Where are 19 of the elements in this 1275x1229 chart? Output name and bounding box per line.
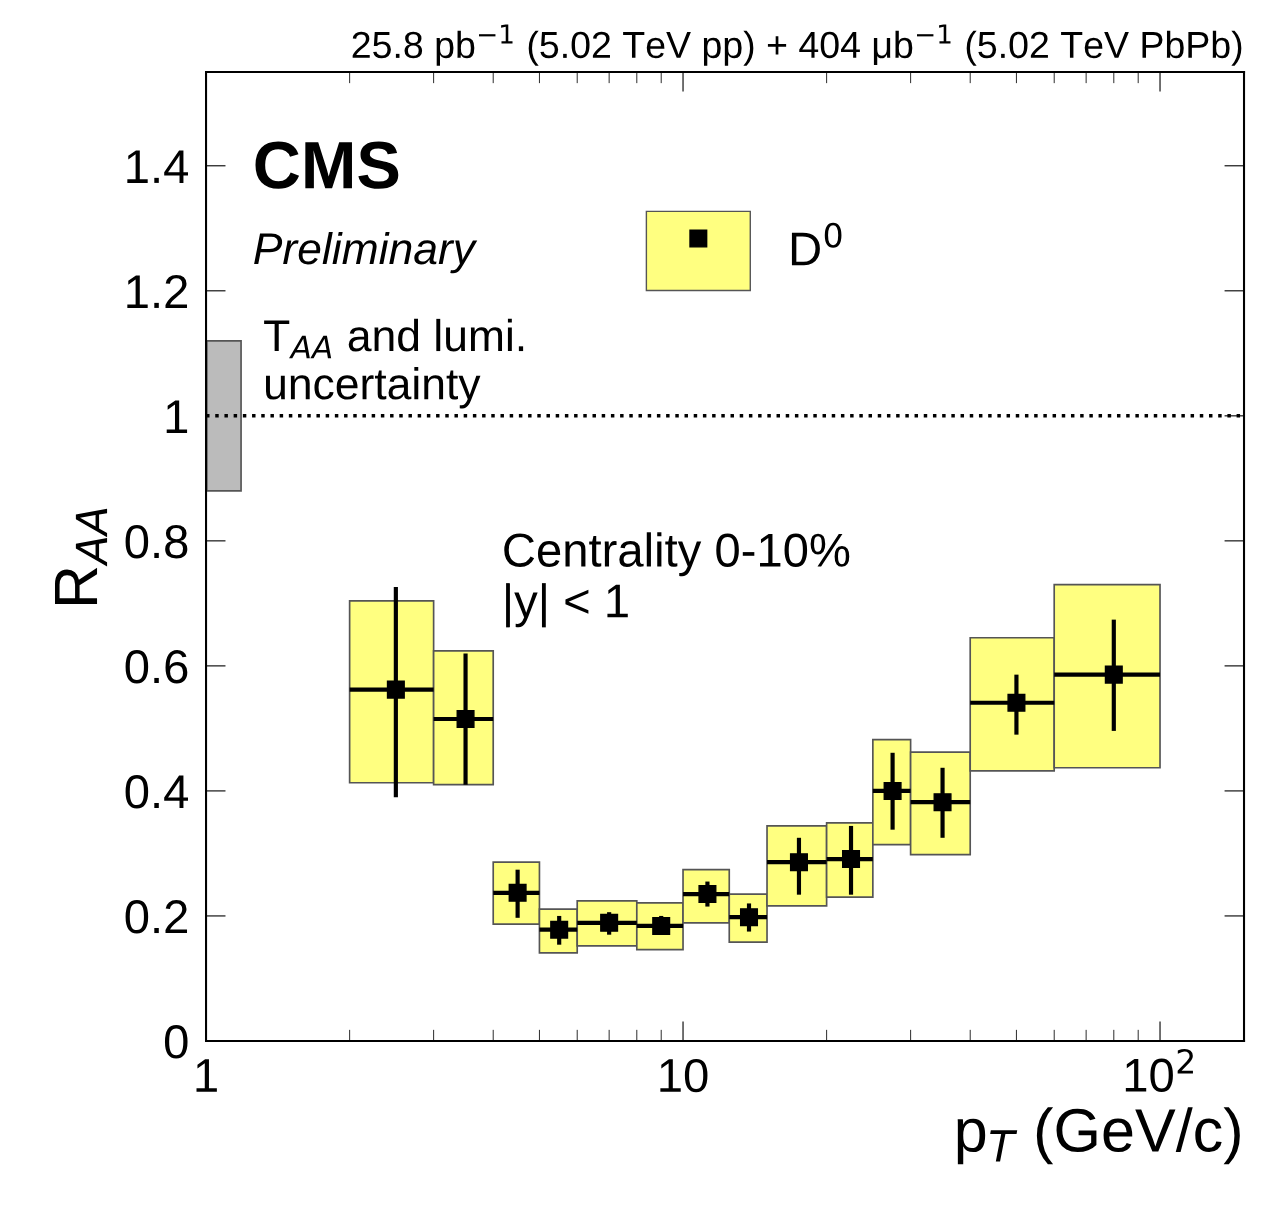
y-tick-label: 0.2 — [125, 900, 188, 934]
annotation: Centrality 0-10% |y| < 1 — [504, 532, 850, 628]
y-axis-title: R$_{AA}$ — [55, 508, 108, 605]
x-axis-title: p$_{T}$ (GeV/c) — [957, 1107, 1240, 1165]
annotation: CMS — [255, 141, 399, 189]
legend-label: D$^{0}$ — [791, 222, 842, 266]
y-tick-label: 1.4 — [127, 150, 188, 183]
x-tick-label: 10$^{2}$ — [1125, 1048, 1193, 1092]
y-tick-label: 0.8 — [125, 525, 188, 559]
x-tick-label: 10 — [660, 1058, 708, 1093]
y-tick-label: 1.2 — [127, 274, 188, 308]
annotation: T$_{AA}$ and lumi. uncertainty — [264, 318, 524, 409]
y-tick-label: 0 — [164, 1025, 188, 1059]
chart-title: 25.8 pb$^{−1}$ (5.02 TeV pp) + 404 μb$^{−1}$ (5.02 TeV PbPb) — [352, 24, 1242, 66]
x-tick-label: 1 — [196, 1059, 217, 1092]
annotation: Preliminary — [254, 231, 478, 274]
y-tick-label: 0.6 — [125, 650, 188, 684]
y-tick-label: 0.4 — [125, 775, 188, 809]
y-tick-label: 1 — [166, 400, 188, 433]
